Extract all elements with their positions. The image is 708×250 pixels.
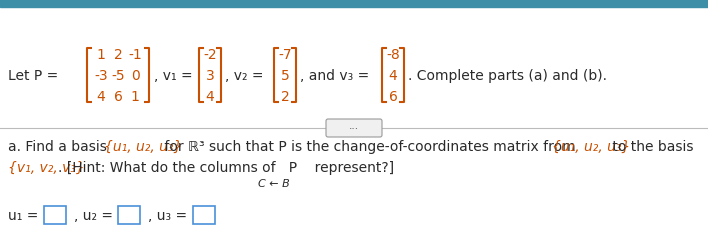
Text: 6: 6 (113, 90, 122, 104)
Text: to the basis: to the basis (608, 140, 694, 153)
Text: 2: 2 (280, 90, 290, 104)
Text: 5: 5 (280, 69, 290, 83)
Text: 4: 4 (96, 90, 105, 104)
FancyBboxPatch shape (118, 206, 140, 224)
Text: -3: -3 (94, 69, 108, 83)
Text: u₁ =: u₁ = (8, 208, 38, 222)
Text: , v₁ =: , v₁ = (154, 69, 193, 83)
Text: 3: 3 (205, 69, 215, 83)
Text: 1: 1 (130, 90, 139, 104)
FancyBboxPatch shape (193, 206, 215, 224)
Text: for ℝ³ such that P is the change-of-coordinates matrix from: for ℝ³ such that P is the change-of-coor… (160, 140, 580, 153)
Text: {u₁, u₂, u₃}: {u₁, u₂, u₃} (104, 140, 183, 153)
Text: , and v₃ =: , and v₃ = (300, 69, 370, 83)
Text: ···: ··· (349, 124, 359, 134)
Text: -7: -7 (278, 48, 292, 62)
FancyBboxPatch shape (326, 120, 382, 138)
Text: 1: 1 (96, 48, 105, 62)
Text: {u₁, u₂, u₃}: {u₁, u₂, u₃} (552, 140, 630, 153)
Text: -8: -8 (386, 48, 400, 62)
Text: -1: -1 (128, 48, 142, 62)
Text: -2: -2 (203, 48, 217, 62)
Bar (0, 0, 708, 8)
Text: . [Hint: What do the columns of   P    represent?]: . [Hint: What do the columns of P repres… (58, 160, 394, 174)
Text: 4: 4 (205, 90, 215, 104)
Text: 6: 6 (389, 90, 397, 104)
Text: C ← B: C ← B (258, 178, 290, 188)
Text: 4: 4 (389, 69, 397, 83)
Text: , u₂ =: , u₂ = (74, 208, 113, 222)
Text: Let P =: Let P = (8, 69, 58, 83)
Text: 2: 2 (113, 48, 122, 62)
Text: . Complete parts (a) and (b).: . Complete parts (a) and (b). (408, 69, 607, 83)
Text: , u₃ =: , u₃ = (148, 208, 187, 222)
FancyBboxPatch shape (44, 206, 66, 224)
Text: a. Find a basis: a. Find a basis (8, 140, 111, 153)
Text: , v₂ =: , v₂ = (225, 69, 263, 83)
Text: -5: -5 (111, 69, 125, 83)
Text: 0: 0 (130, 69, 139, 83)
Text: {v₁, v₂, v₃}: {v₁, v₂, v₃} (8, 160, 85, 174)
